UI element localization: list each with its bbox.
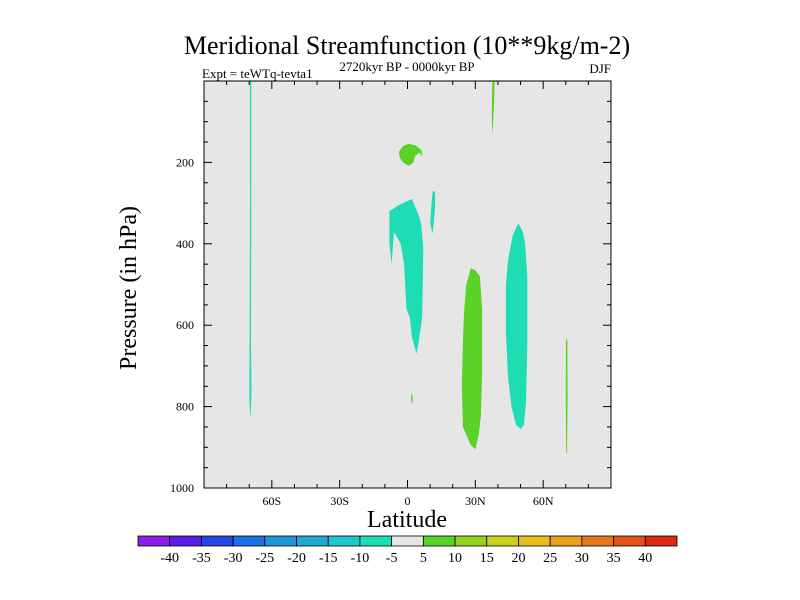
colorbar-box	[201, 535, 234, 547]
colorbar-label: -5	[386, 551, 398, 566]
colorbar-label: 30	[575, 551, 589, 566]
colorbar-label: -15	[319, 551, 338, 566]
colorbar-label: -35	[192, 551, 211, 566]
period-label: 2720kyr BP - 0000kyr BP	[339, 59, 474, 74]
colorbar-box	[454, 535, 488, 547]
colorbar-box	[549, 535, 583, 547]
y-tick-label: 600	[176, 318, 194, 332]
colorbar: -40 -35 -30 -25 -20 -15 -10 -5 5 10 15 20 25 30 35 40	[137, 535, 678, 566]
colorbar-label: 35	[607, 551, 621, 566]
contour-region-nh-subtropical-positive-cell	[461, 268, 483, 450]
plot-area: 60S 30S 0 30N 60N 200 400 600 800 1000	[170, 80, 612, 508]
x-axis-label: Latitude	[367, 507, 447, 533]
contour-region-nh-polar-positive-sliver	[565, 337, 568, 454]
chart-title: Meridional Streamfunction (10**9kg/m-2)	[184, 31, 630, 60]
colorbar-box	[581, 535, 614, 547]
colorbar-label: 15	[480, 551, 494, 566]
y-tick-label: 800	[176, 400, 194, 414]
colorbar-label: -30	[224, 551, 243, 566]
colorbar-box	[264, 535, 297, 547]
x-tick-label: 30S	[330, 494, 349, 508]
colorbar-box	[391, 535, 424, 547]
colorbar-label: -20	[287, 551, 306, 566]
colorbar-label: -25	[255, 551, 274, 566]
colorbar-box	[486, 535, 519, 547]
colorbar-label: 10	[448, 551, 462, 566]
colorbar-label: 20	[511, 551, 525, 566]
y-axis-label: Pressure (in hPa)	[116, 206, 142, 370]
x-tick-label: 0	[405, 494, 411, 508]
contour-region-nh-midlat-negative-cell	[505, 223, 528, 429]
colorbar-box	[518, 535, 551, 547]
contour-region-sh-polar-strip	[249, 81, 252, 419]
colorbar-box	[644, 535, 678, 547]
colorbar-label: -40	[160, 551, 179, 566]
contour-region-equator-positive-speck	[411, 394, 413, 403]
season-label: DJF	[589, 61, 611, 76]
colorbar-box	[169, 535, 202, 547]
contour-region-nh-top-positive-sliver	[491, 81, 495, 134]
contour-region-tropical-negative-cell	[389, 199, 424, 354]
colorbar-box	[137, 535, 171, 547]
colorbar-label: 5	[420, 551, 427, 566]
colorbar-box	[296, 535, 329, 547]
colorbar-box	[422, 535, 456, 547]
experiment-label: Expt = teWTq-tevta1	[202, 66, 313, 81]
colorbar-box	[232, 535, 266, 547]
y-tick-label: 400	[176, 237, 194, 251]
colorbar-label: 25	[543, 551, 557, 566]
contour-region-upper-tropical-sliver	[430, 190, 436, 234]
colorbar-label: -10	[351, 551, 370, 566]
colorbar-box	[327, 535, 361, 547]
colorbar-label: 40	[638, 551, 652, 566]
x-tick-label: 60S	[262, 494, 281, 508]
y-tick-label: 1000	[170, 481, 194, 495]
y-tick-label: 200	[176, 155, 194, 169]
x-tick-label: 60N	[533, 494, 554, 508]
contour-region-upper-positive-blob	[399, 143, 423, 166]
colorbar-box	[613, 535, 646, 547]
x-tick-label: 30N	[465, 494, 486, 508]
colorbar-box	[359, 535, 393, 547]
